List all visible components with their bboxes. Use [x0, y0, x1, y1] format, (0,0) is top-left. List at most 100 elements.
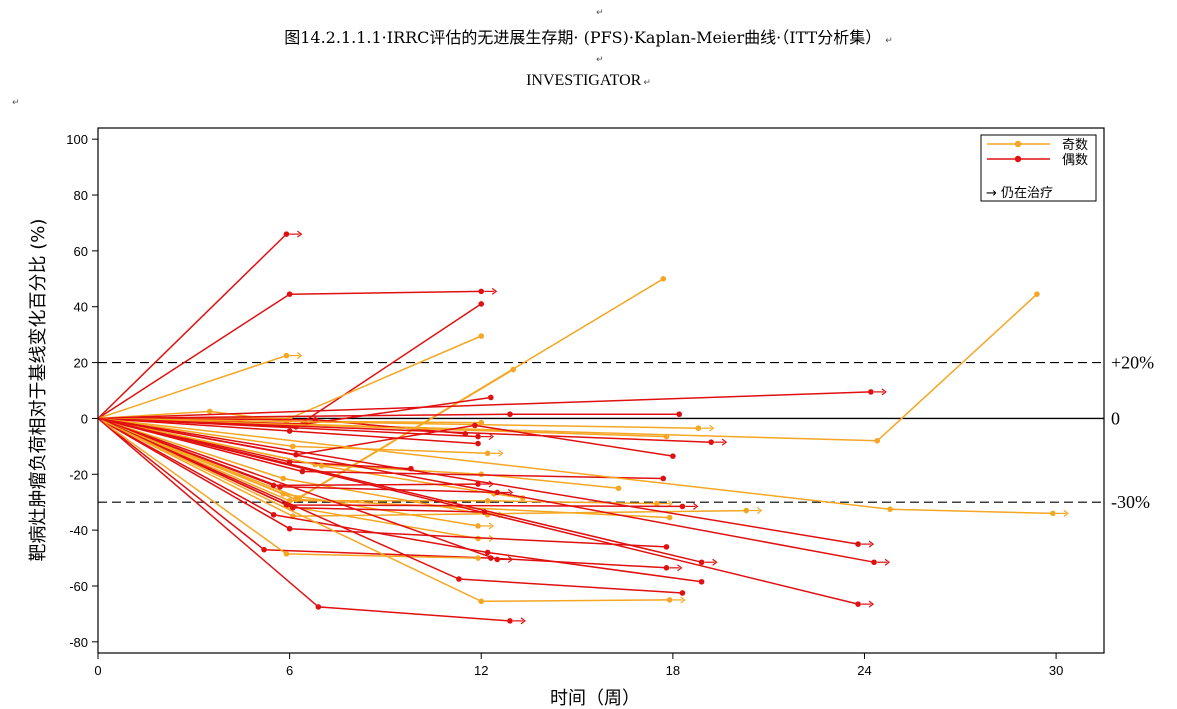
data-point [478, 301, 485, 307]
data-point [654, 500, 660, 507]
series-line [98, 417, 667, 569]
data-point [855, 601, 861, 607]
data-point [743, 507, 750, 514]
data-point [666, 597, 673, 603]
data-point [615, 485, 622, 492]
data-point [270, 511, 277, 518]
y-tick-label: -20 [69, 467, 88, 482]
data-point [283, 551, 290, 557]
data-point [679, 503, 686, 510]
series-line [98, 417, 712, 443]
patient-series [98, 417, 526, 625]
ongoing-arrow-head [488, 522, 495, 530]
y-tick-label: 60 [74, 244, 88, 259]
data-point [698, 578, 705, 585]
legend-ongoing-label: → 仍在治疗 [986, 186, 1053, 201]
legend-swatch-marker [1014, 155, 1022, 163]
patient-series [98, 417, 667, 482]
data-point [206, 408, 213, 415]
data-point [871, 559, 877, 566]
patient-series [98, 417, 875, 608]
patient-series [98, 417, 481, 561]
series-line [98, 233, 287, 419]
series-line [98, 417, 523, 499]
legend-label: 偶数 [1062, 153, 1088, 168]
data-point [484, 450, 491, 457]
series-layer [98, 230, 1069, 625]
patient-series [98, 417, 686, 596]
data-point [286, 428, 293, 434]
series-line [98, 354, 287, 420]
data-point [283, 352, 290, 359]
y-tick-label: -60 [69, 579, 88, 594]
data-point [475, 433, 481, 440]
legend-label: 奇数 [1062, 137, 1088, 153]
patient-series [98, 417, 891, 566]
ongoing-arrow-head [881, 388, 887, 396]
data-point [478, 288, 485, 295]
ongoing-arrow-head [709, 424, 715, 432]
data-point [475, 481, 481, 487]
reference-line-label: -30% [1111, 492, 1150, 512]
patient-series [98, 417, 715, 432]
data-point [478, 598, 485, 605]
x-tick-label: 18 [666, 663, 680, 678]
data-point [663, 544, 670, 550]
ongoing-arrow-head [297, 230, 303, 238]
ongoing-arrow-head [677, 564, 683, 572]
patient-series [98, 417, 673, 521]
data-point [475, 440, 481, 447]
data-point [484, 549, 491, 556]
y-tick-label: -80 [69, 635, 88, 650]
patient-series [98, 301, 485, 430]
data-point [456, 576, 462, 582]
patient-series [98, 411, 683, 420]
patient-series [98, 417, 683, 572]
data-point [293, 496, 299, 503]
series-line [98, 391, 871, 420]
plot-frame [97, 127, 1105, 654]
data-point [868, 389, 874, 395]
patient-series [98, 417, 673, 508]
data-point [478, 333, 485, 339]
series-line [98, 417, 859, 605]
patient-series [98, 417, 1069, 517]
y-tick-label: 80 [74, 188, 88, 203]
data-point [277, 484, 283, 490]
data-point [280, 475, 287, 482]
patient-series [98, 417, 670, 550]
document-subtitle: INVESTIGATOR ↵ [0, 72, 1177, 90]
series-line [98, 417, 859, 545]
data-point [507, 411, 513, 418]
ongoing-arrow-head [693, 502, 699, 510]
patient-series [98, 230, 303, 419]
patient-series [98, 417, 481, 447]
data-point [676, 411, 683, 418]
y-tick-label: 100 [66, 132, 88, 147]
data-point [660, 475, 667, 482]
data-point [286, 525, 293, 532]
legend-box [980, 134, 1097, 202]
data-point [299, 468, 306, 475]
document-title-text: 图14.2.1.1.1·IRRC评估的无进展生存期· (PFS)·Kaplan-… [284, 28, 882, 47]
document-title: 图14.2.1.1.1·IRRC评估的无进展生存期· (PFS)·Kaplan-… [0, 24, 1177, 48]
ongoing-arrow-head [520, 617, 526, 625]
ongoing-arrow-head [297, 352, 303, 360]
paragraph-mark: ↵ [596, 55, 604, 65]
y-axis-title: 靶病灶肿瘤负荷相对于基线变化百分比 (%) [28, 219, 49, 562]
patient-series [98, 417, 514, 563]
reference-line-label: 0 [1111, 408, 1120, 428]
series-line [98, 417, 479, 438]
data-point [286, 291, 293, 297]
y-tick-label: -40 [69, 523, 88, 538]
data-point [290, 443, 296, 450]
data-point [283, 231, 290, 237]
patient-series [98, 291, 1040, 444]
patient-series [98, 417, 504, 457]
data-point [855, 541, 861, 547]
x-tick-label: 30 [1049, 663, 1063, 678]
ongoing-arrow-head [721, 438, 728, 446]
y-tick-label: 20 [74, 356, 88, 371]
y-tick-label: 40 [74, 300, 88, 315]
